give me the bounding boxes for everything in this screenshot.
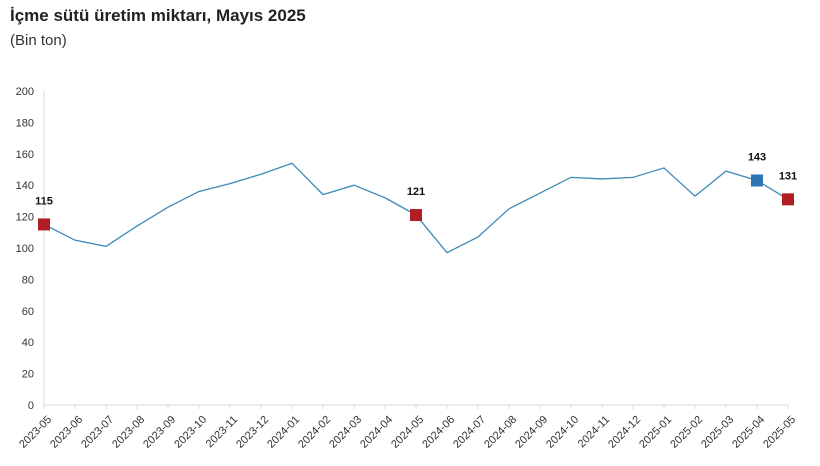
x-tick-label: 2024-04 — [358, 414, 395, 451]
x-tick-label: 2023-07 — [79, 414, 116, 451]
x-tick-label: 2024-06 — [420, 414, 457, 451]
x-tick-label: 2023-06 — [48, 414, 85, 451]
x-tick-label: 2025-04 — [730, 414, 767, 451]
data-label: 115 — [35, 195, 53, 207]
y-tick-label: 80 — [22, 274, 34, 286]
x-tick-label: 2023-11 — [204, 414, 240, 450]
data-label: 143 — [748, 151, 766, 163]
y-tick-label: 120 — [16, 212, 34, 224]
series-line — [43, 162, 789, 254]
highlight-markers — [38, 174, 794, 231]
y-tick-label: 20 — [22, 369, 34, 381]
chart-title: İçme sütü üretim miktarı, Mayıs 2025 — [10, 6, 306, 25]
x-tick-label: 2025-03 — [699, 414, 736, 451]
y-tick-label: 60 — [22, 306, 34, 318]
data-label: 131 — [779, 170, 797, 182]
highlight-marker — [410, 209, 422, 222]
y-tick-label: 200 — [16, 86, 34, 98]
x-tick-label: 2025-02 — [668, 414, 705, 451]
chart-unit-label: (Bin ton) — [10, 32, 67, 49]
x-tick-label: 2024-09 — [513, 414, 550, 451]
x-tick-label: 2023-12 — [234, 414, 271, 451]
x-tick-label: 2023-05 — [17, 414, 54, 451]
y-tick-label: 180 — [16, 117, 34, 129]
highlight-marker — [782, 193, 794, 206]
x-tick-label: 2025-05 — [761, 414, 798, 451]
x-tick-label: 2024-01 — [265, 414, 302, 451]
x-tick-label: 2024-08 — [482, 414, 519, 451]
data-labels: 115 121 143 131 — [35, 151, 797, 207]
x-tick-label: 2024-03 — [327, 414, 364, 451]
highlight-marker — [38, 218, 50, 231]
x-tick-label: 2025-01 — [637, 414, 674, 451]
x-tick-label: 2023-08 — [110, 414, 147, 451]
y-tick-label: 0 — [28, 400, 34, 412]
x-tick-label: 2024-10 — [544, 414, 581, 451]
x-axis-ticks: 2023-052023-062023-072023-082023-092023-… — [17, 405, 798, 451]
data-label: 121 — [407, 186, 425, 198]
y-tick-label: 160 — [16, 149, 34, 161]
x-tick-label: 2024-05 — [389, 414, 426, 451]
y-tick-label: 40 — [22, 337, 34, 349]
highlight-marker — [751, 174, 763, 187]
y-tick-label: 140 — [16, 180, 34, 192]
x-tick-label: 2024-07 — [451, 414, 488, 451]
x-tick-label: 2023-09 — [141, 414, 178, 451]
x-tick-label: 2024-02 — [296, 414, 333, 451]
x-tick-label: 2024-12 — [606, 414, 643, 451]
y-tick-label: 100 — [16, 243, 34, 255]
x-tick-label: 2024-11 — [576, 414, 612, 450]
y-axis-ticks: 0 20 40 60 80 100 120 140 160 180 200 — [16, 86, 34, 412]
x-tick-label: 2023-10 — [172, 414, 209, 451]
